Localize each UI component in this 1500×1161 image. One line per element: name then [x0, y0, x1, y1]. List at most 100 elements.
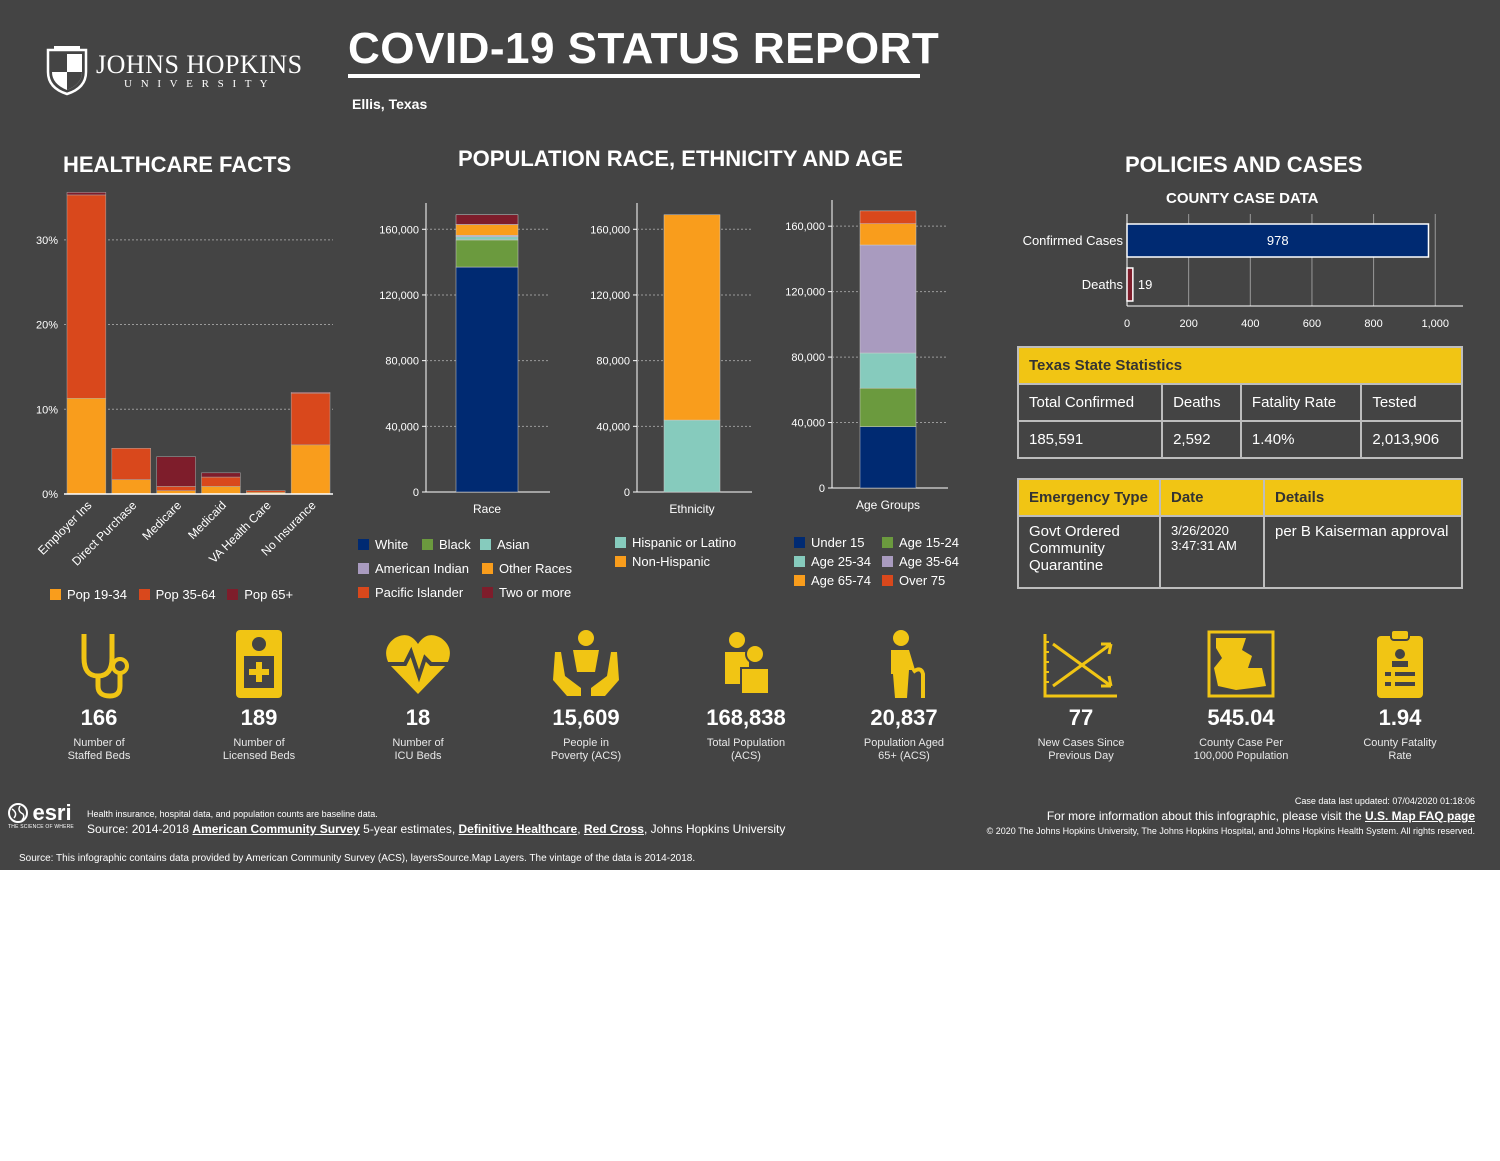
- y-tick-label: 160,000: [379, 224, 419, 236]
- legend-swatch: [50, 589, 61, 600]
- legend-asian: Asian: [480, 537, 530, 552]
- trend-arrows-icon: [1043, 634, 1117, 698]
- value-fatality-rate: 1.40%: [1239, 420, 1363, 459]
- logo-name: JOHNS HOPKINS: [96, 50, 303, 79]
- y-tick-label: 40,000: [596, 421, 630, 433]
- page-title: COVID-19 STATUS REPORT: [348, 24, 940, 73]
- stat-new-cases: 77 New Cases Since Previous Day: [1001, 628, 1161, 763]
- people-icon: [725, 632, 770, 695]
- y-tick-label: 120,000: [590, 290, 630, 302]
- stat-fatality-rate: 1.94 County Fatality Rate: [1320, 628, 1480, 763]
- stat-label: Number of Licensed Beds: [222, 737, 296, 762]
- x-tick-label: 200: [1179, 318, 1197, 330]
- legend-swatch: [482, 587, 493, 598]
- elderly-person-icon: [891, 630, 925, 698]
- legend-item: Pop 19-34: [50, 587, 127, 602]
- report-panel: JOHNS HOPKINS U N I V E R S I T Y COVID-…: [0, 0, 1500, 870]
- y-tick-label: 0: [413, 487, 419, 499]
- population-title: POPULATION RACE, ETHNICITY AND AGE: [458, 146, 903, 171]
- stat-icu-beds: 18 Number of ICU Beds: [338, 628, 498, 763]
- title-underline: [348, 74, 920, 78]
- bar-segment: [290, 392, 331, 446]
- legend-item: Pop 65+: [227, 587, 293, 602]
- stat-value: 77: [1068, 705, 1094, 730]
- source-citation: Source: 2014-2018 American Community Sur…: [87, 822, 786, 836]
- bar-segment: [859, 352, 917, 389]
- bar-segment: [66, 194, 107, 399]
- stat-aged-65: 20,837 Population Aged 65+ (ACS): [824, 628, 984, 763]
- bar: [1126, 223, 1430, 258]
- y-tick-label: Confirmed Cases: [1023, 233, 1124, 248]
- x-tick-label: 1,000: [1421, 318, 1449, 330]
- x-axis-label: Ethnicity: [669, 502, 714, 516]
- y-tick-label: 0%: [42, 489, 58, 501]
- bar-segment: [290, 444, 331, 495]
- y-tick-label: 20%: [36, 320, 58, 332]
- data-label: 978: [1267, 233, 1289, 248]
- legend-swatch: [794, 537, 805, 548]
- stat-poverty: 15,609 People in Poverty (ACS): [506, 628, 666, 763]
- legend-swatch: [882, 575, 893, 586]
- legend-swatch: [422, 539, 433, 550]
- legend-age-25-34: Age 25-34: [794, 554, 871, 569]
- y-tick-label: 40,000: [791, 418, 825, 430]
- legend-swatch: [358, 563, 369, 574]
- bar-segment: [156, 456, 196, 487]
- policies-title: POLICIES AND CASES: [1125, 152, 1363, 177]
- stat-value: 189: [240, 705, 278, 730]
- definitive-healthcare-link[interactable]: Definitive Healthcare: [458, 822, 578, 836]
- healthcare-legend: Pop 19-34 Pop 35-64 Pop 65+: [50, 587, 293, 602]
- county-map-icon: [1207, 630, 1275, 698]
- value-total-confirmed: 185,591: [1016, 420, 1164, 459]
- y-tick-label: 0: [624, 487, 630, 499]
- bar-segment: [246, 490, 286, 493]
- legend-swatch: [615, 537, 626, 548]
- y-tick-label: 40,000: [385, 421, 419, 433]
- emergency-date: 3/26/2020 3:47:31 AM: [1159, 515, 1265, 589]
- x-tick-label: Medicaid: [185, 498, 229, 542]
- legend-black: Black: [422, 537, 471, 552]
- red-cross-link[interactable]: Red Cross: [583, 822, 644, 836]
- stat-value: 15,609: [552, 705, 620, 730]
- bar-segment: [859, 426, 917, 489]
- legend-age-35-64: Age 35-64: [882, 554, 959, 569]
- faq-link[interactable]: U.S. Map FAQ page: [1364, 809, 1475, 823]
- more-info: For more information about this infograp…: [1046, 809, 1475, 823]
- acs-link[interactable]: American Community Survey: [192, 822, 360, 836]
- legend-swatch: [882, 556, 893, 567]
- helping-hands-icon: [553, 630, 619, 696]
- bar-segment: [201, 472, 241, 478]
- header-deaths: Deaths: [1161, 383, 1242, 422]
- jhu-shield-icon: [46, 46, 88, 96]
- y-tick-label: 120,000: [379, 290, 419, 302]
- y-tick-label: 160,000: [590, 224, 630, 236]
- state-stats-table: Texas State Statistics Total Confirmed D…: [1016, 346, 1463, 459]
- legend-white: White: [358, 537, 408, 552]
- legend-swatch: [227, 589, 239, 600]
- bar-segment: [111, 479, 151, 495]
- y-tick-label: 120,000: [785, 287, 825, 299]
- bar-segment: [66, 192, 107, 196]
- jhu-logo: [44, 44, 90, 101]
- legend-under-15: Under 15: [794, 535, 864, 550]
- bar-segment: [455, 239, 519, 268]
- healthcare-title: HEALTHCARE FACTS: [63, 152, 292, 177]
- bar-segment: [201, 486, 241, 495]
- table-row: Total Confirmed Deaths Fatality Rate Tes…: [1016, 383, 1463, 422]
- bar-segment: [663, 419, 721, 493]
- bar-segment: [201, 476, 241, 487]
- bar: [1126, 267, 1134, 302]
- state-stats-title: Texas State Statistics: [1017, 346, 1463, 385]
- y-tick-label: 160,000: [785, 221, 825, 233]
- stat-label: County Fatality Rate: [1363, 737, 1437, 762]
- bar-segment: [859, 210, 917, 224]
- legend-other-races: Other Races: [482, 561, 572, 576]
- header-emergency-type: Emergency Type: [1017, 478, 1161, 517]
- source-line: Source: This infographic contains data p…: [19, 853, 696, 864]
- y-tick-label: 80,000: [596, 356, 630, 368]
- hospital-bed-icon: [236, 630, 282, 698]
- heartbeat-icon: [386, 635, 450, 694]
- x-axis-label: Race: [473, 502, 501, 516]
- esri-tagline: THE SCIENCE OF WHERE: [8, 824, 74, 830]
- globe-icon: [8, 803, 28, 823]
